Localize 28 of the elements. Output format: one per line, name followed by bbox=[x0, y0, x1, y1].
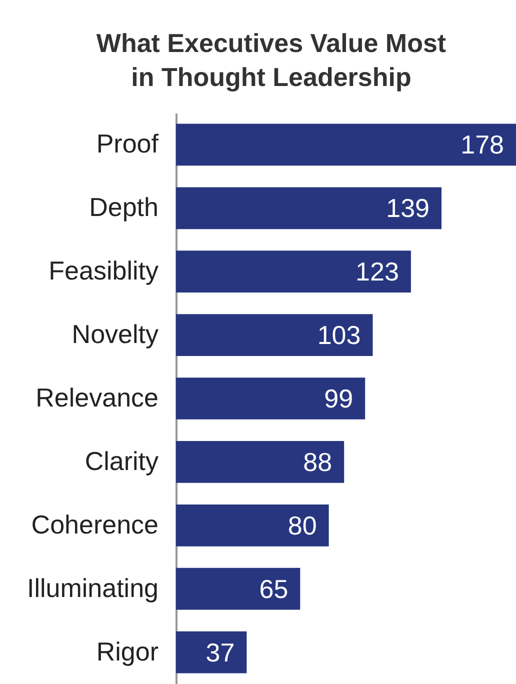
data-label: 123 bbox=[356, 256, 399, 287]
bar bbox=[176, 314, 373, 356]
bar bbox=[176, 187, 442, 230]
bar bbox=[176, 378, 366, 420]
data-label: 99 bbox=[324, 384, 354, 414]
y-tick-label: Coherence bbox=[31, 509, 158, 540]
y-tick-label: Illuminating bbox=[26, 572, 158, 603]
bar bbox=[176, 124, 516, 166]
y-tick-label: Rigor bbox=[96, 636, 159, 666]
y-tick-label: Feasiblity bbox=[48, 256, 158, 286]
y-tick-label: Proof bbox=[96, 128, 160, 159]
data-label: 37 bbox=[206, 637, 235, 668]
bar bbox=[176, 631, 247, 674]
chart-title: What Executives Value Most in Thought Leadership bbox=[96, 28, 446, 92]
data-label: 139 bbox=[386, 193, 430, 224]
y-tick-label: Novelty bbox=[72, 319, 158, 350]
bar bbox=[176, 250, 411, 293]
bar bbox=[176, 568, 300, 610]
y-tick-label: Clarity bbox=[84, 446, 158, 476]
data-label: 65 bbox=[259, 574, 288, 604]
y-tick-label: Depth bbox=[89, 192, 158, 222]
bar bbox=[176, 441, 344, 483]
data-label: 178 bbox=[460, 130, 504, 160]
y-tick-label: Relevance bbox=[36, 382, 158, 412]
data-label: 80 bbox=[288, 510, 317, 540]
data-label: 88 bbox=[303, 446, 332, 477]
data-label: 103 bbox=[317, 320, 361, 350]
bar bbox=[176, 504, 329, 546]
